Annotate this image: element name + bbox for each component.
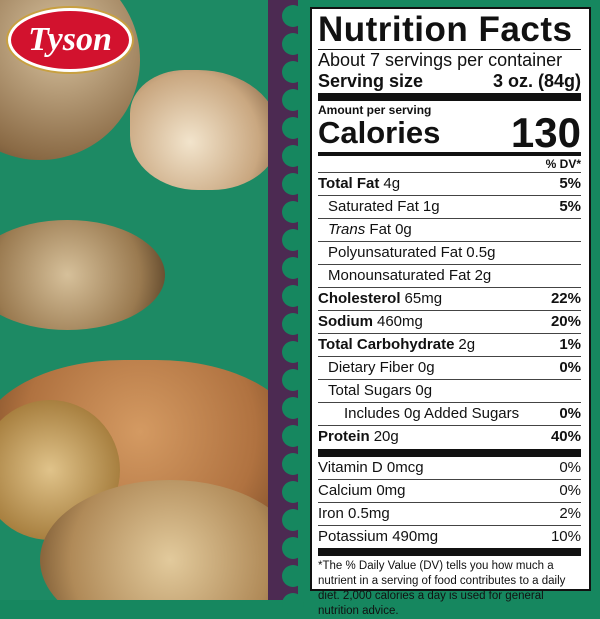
nutrient-label: Total Fat xyxy=(318,175,380,192)
divider xyxy=(318,548,581,556)
nutrient-row: Includes 0g Added Sugars 0% xyxy=(318,402,581,425)
nutrient-label: Protein xyxy=(318,428,370,445)
serving-size: Serving size 3 oz. (84g) xyxy=(318,71,581,93)
micronutrient-dv: 2% xyxy=(559,505,581,522)
nutrient-row: Total Fat 4g 5% xyxy=(318,172,581,195)
nutrient-label: Saturated Fat xyxy=(328,198,419,215)
nutrient-dv: 40% xyxy=(550,428,581,445)
nutrient-dv: 22% xyxy=(550,290,581,307)
servings-per-container: About 7 servings per container xyxy=(318,50,563,70)
nutrient-row: Trans Fat 0g xyxy=(318,218,581,241)
serving-size-value: 3 oz. (84g) xyxy=(492,71,581,91)
nutrient-label: Dietary Fiber xyxy=(328,359,414,376)
divider xyxy=(318,449,581,457)
nutrient-amount: 2g xyxy=(474,267,492,284)
micronutrient-name: Iron 0.5mg xyxy=(318,505,390,522)
nutrient-dv: 20% xyxy=(550,313,581,330)
nutrient-row: Protein 20g 40% xyxy=(318,425,581,448)
micronutrient-row: Iron 0.5mg 2% xyxy=(318,502,581,525)
micronutrient-dv: 0% xyxy=(559,482,581,499)
nutrient-amount: 4g xyxy=(383,175,401,192)
nutrient-name: Dietary Fiber 0g xyxy=(318,357,435,379)
nutrient-amount: 65mg xyxy=(404,290,443,307)
nutrient-name: Total Fat 4g xyxy=(318,173,400,195)
nutrient-label: Sodium xyxy=(318,313,373,330)
tyson-logo: Tyson xyxy=(8,8,132,72)
nutrient-dv: 5% xyxy=(559,198,581,215)
nutrient-name: Protein 20g xyxy=(318,426,399,448)
nutrient-name: Includes 0g Added Sugars xyxy=(318,403,523,425)
nutrient-name: Trans Fat 0g xyxy=(318,219,412,241)
nutrient-label: Total Carbohydrate xyxy=(318,336,455,353)
micronutrient-row: Calcium 0mg 0% xyxy=(318,479,581,502)
amount-per-serving: Amount per serving xyxy=(318,103,432,117)
nutrient-row: Polyunsaturated Fat 0.5g xyxy=(318,241,581,264)
nutrient-row: Monounsaturated Fat 2g xyxy=(318,264,581,287)
micronutrient-row: Vitamin D 0mcg 0% xyxy=(318,457,581,479)
nutrient-dv: 0% xyxy=(559,405,581,422)
nutrient-label: Polyunsaturated Fat xyxy=(328,244,463,261)
footnote: *The % Daily Value (DV) tells you how mu… xyxy=(318,560,566,617)
nutrient-label: Total Sugars xyxy=(328,382,412,399)
nutrient-row: Sodium 460mg 20% xyxy=(318,310,581,333)
nutrient-label: Monounsaturated Fat xyxy=(328,267,471,284)
nutrient-amount: 0g xyxy=(417,359,435,376)
nutrient-row: Total Sugars 0g xyxy=(318,379,581,402)
micronutrient-name: Potassium 490mg xyxy=(318,528,439,545)
nutrient-row: Dietary Fiber 0g 0% xyxy=(318,356,581,379)
nutrient-name: Total Sugars 0g xyxy=(318,380,432,402)
micronutrient-name: Vitamin D 0mcg xyxy=(318,459,424,476)
nutrient-label: Cholesterol xyxy=(318,290,401,307)
dv-header: % DV* xyxy=(545,157,581,171)
nutrient-name: Saturated Fat 1g xyxy=(318,196,440,218)
nutrient-amount: 460mg xyxy=(377,313,423,330)
nutrient-row: Saturated Fat 1g 5% xyxy=(318,195,581,218)
nutrient-row: Cholesterol 65mg 22% xyxy=(318,287,581,310)
nutrient-row: Total Carbohydrate 2g 1% xyxy=(318,333,581,356)
nutrition-facts-label: Nutrition Facts About 7 servings per con… xyxy=(310,7,591,617)
nutrient-dv: 0% xyxy=(559,359,581,376)
nutrient-label-suffix: Fat xyxy=(365,221,392,238)
micronutrient-name: Calcium 0mg xyxy=(318,482,406,499)
nutrient-amount: 1g xyxy=(422,198,440,215)
nutrient-amount: 2g xyxy=(458,336,476,353)
nutrient-name: Cholesterol 65mg xyxy=(318,288,442,310)
nutrition-title: Nutrition Facts xyxy=(318,11,581,50)
nutrient-name: Sodium 460mg xyxy=(318,311,423,333)
nutrient-name: Polyunsaturated Fat 0.5g xyxy=(318,242,495,264)
nutrient-amount: 20g xyxy=(373,428,399,445)
nutrient-amount: 0g xyxy=(395,221,412,238)
micronutrient-dv: 0% xyxy=(559,459,581,476)
nutrient-dv: 5% xyxy=(559,175,581,192)
nutrient-amount: 0g xyxy=(415,382,433,399)
calories-row: Calories 130 xyxy=(318,109,581,156)
chicken-piece xyxy=(130,70,275,190)
serving-size-label: Serving size xyxy=(318,71,424,91)
nutrient-dv: 1% xyxy=(559,336,581,353)
nutrient-amount: 0.5g xyxy=(466,244,496,261)
nutrient-name: Monounsaturated Fat 2g xyxy=(318,265,491,287)
product-photo xyxy=(0,0,275,600)
micronutrient-dv: 10% xyxy=(550,528,581,545)
micronutrient-row: Potassium 490mg 10% xyxy=(318,525,581,548)
divider xyxy=(318,152,581,156)
nutrient-label: Includes 0g Added Sugars xyxy=(344,405,520,422)
nutrient-label: Trans xyxy=(328,221,366,238)
calories-label: Calories xyxy=(318,115,441,150)
nutrient-name: Total Carbohydrate 2g xyxy=(318,334,475,356)
chicken-piece xyxy=(0,220,165,330)
calories-value: 130 xyxy=(510,109,581,156)
divider xyxy=(318,93,581,101)
